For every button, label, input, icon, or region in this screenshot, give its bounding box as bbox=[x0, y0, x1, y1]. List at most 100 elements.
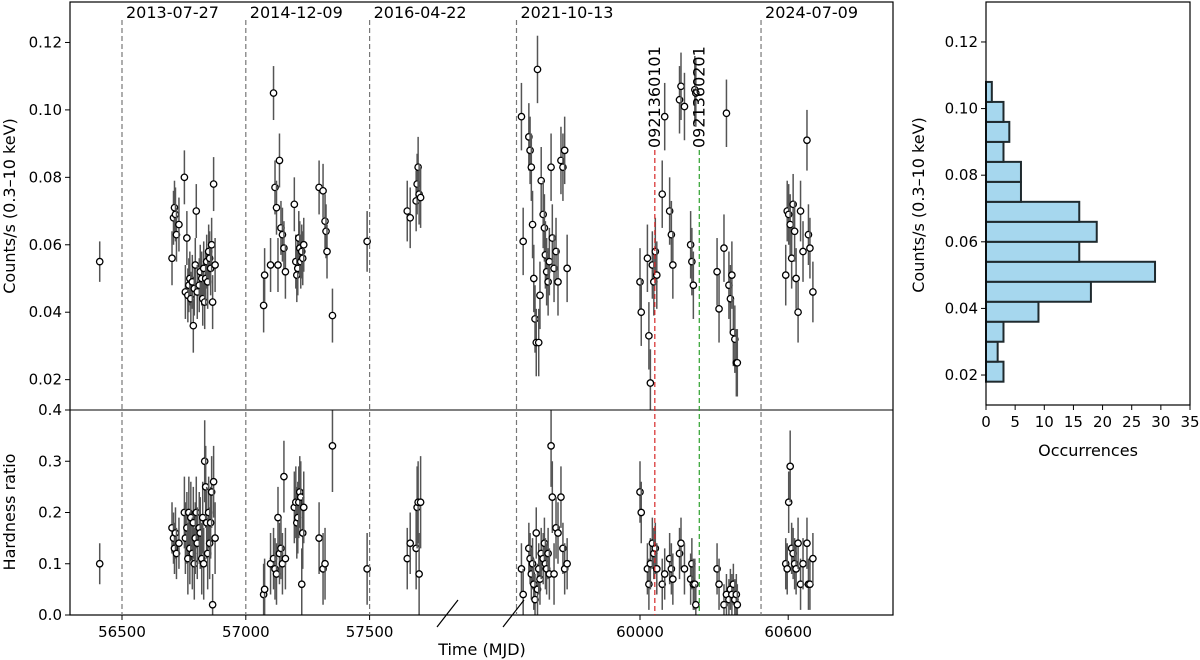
hardness-y-axis: 0.0 0.1 0.2 0.3 0.4 bbox=[38, 401, 70, 624]
data-point bbox=[290, 200, 299, 209]
epoch-date-label: 2021-10-13 bbox=[521, 3, 614, 22]
time-x-axis: 56500 57000 57500 60000 60600 bbox=[98, 615, 812, 641]
y-tick-label: 0.06 bbox=[29, 236, 62, 254]
data-point bbox=[784, 210, 793, 219]
data-point bbox=[733, 600, 742, 609]
data-point bbox=[554, 529, 562, 537]
hist-y-tick-label: 0.08 bbox=[945, 166, 978, 184]
data-point bbox=[560, 146, 569, 155]
data-point bbox=[557, 493, 565, 501]
hist-x-axis-label: Occurrences bbox=[1038, 441, 1138, 460]
data-point bbox=[328, 442, 337, 450]
data-point bbox=[211, 261, 219, 269]
data-point bbox=[260, 585, 269, 594]
hist-axes-frame bbox=[985, 1, 1191, 406]
data-point bbox=[526, 146, 534, 155]
data-point bbox=[322, 227, 330, 236]
data-point bbox=[677, 82, 685, 91]
data-point bbox=[406, 213, 415, 222]
histogram-bar bbox=[985, 100, 1005, 123]
observation-id-label: 0921360101 bbox=[645, 46, 664, 148]
axis-break bbox=[436, 599, 525, 628]
data-point bbox=[415, 570, 423, 578]
data-point bbox=[299, 240, 308, 249]
histogram-bar bbox=[985, 140, 1005, 163]
x-tick-label: 57500 bbox=[346, 623, 394, 641]
histogram-bar bbox=[985, 160, 1022, 183]
data-point bbox=[536, 575, 544, 583]
data-point bbox=[519, 237, 528, 246]
data-point bbox=[554, 278, 562, 286]
data-point bbox=[784, 498, 793, 507]
y-tick-label: 0.1 bbox=[38, 555, 62, 573]
data-point bbox=[207, 240, 216, 249]
histogram-axes: 0.02 0.04 0.06 0.08 0.10 0.12 0 5 10 15 20 25 30 35 bbox=[945, 33, 1200, 431]
lightcurve-panel: 0.02 0.04 0.06 0.08 0.10 0.12 0.0 0.1 0.2 0.3 0.4… bbox=[0, 1, 894, 659]
count-rate-plot bbox=[95, 35, 817, 410]
data-point bbox=[722, 109, 731, 118]
data-point bbox=[636, 278, 644, 286]
data-point bbox=[781, 271, 790, 279]
x-tick-label: 56500 bbox=[98, 623, 146, 641]
data-point bbox=[299, 503, 308, 512]
y-tick-label: 0.12 bbox=[29, 33, 62, 51]
data-point bbox=[786, 462, 795, 471]
data-point bbox=[803, 539, 811, 548]
data-point bbox=[519, 590, 528, 599]
data-point bbox=[180, 173, 189, 182]
data-point bbox=[205, 539, 214, 548]
bottom-y-axis-label: Hardness ratio bbox=[0, 454, 19, 571]
axis-break-mark bbox=[502, 599, 525, 628]
data-point bbox=[715, 304, 723, 313]
data-point bbox=[547, 163, 555, 172]
y-tick-label: 0.4 bbox=[38, 401, 62, 419]
epoch-date-label: 2016-04-22 bbox=[374, 3, 467, 22]
data-point bbox=[636, 488, 644, 496]
y-tick-label: 0.0 bbox=[38, 606, 62, 624]
data-point bbox=[298, 254, 307, 263]
histogram-bar bbox=[985, 300, 1040, 323]
hist-y-axis-label: Counts/s (0.3–10 keV) bbox=[909, 117, 928, 293]
data-point bbox=[689, 281, 698, 290]
data-point bbox=[527, 163, 536, 172]
data-point bbox=[804, 230, 813, 239]
y-tick-label: 0.2 bbox=[38, 504, 62, 522]
data-point bbox=[363, 565, 371, 573]
data-point bbox=[168, 254, 176, 263]
data-point bbox=[260, 271, 269, 279]
data-point bbox=[281, 554, 290, 563]
data-point bbox=[675, 95, 684, 104]
data-point bbox=[690, 580, 699, 589]
data-point bbox=[733, 358, 742, 367]
data-point bbox=[688, 257, 696, 266]
hist-y-tick-label: 0.12 bbox=[945, 33, 978, 51]
data-point bbox=[171, 529, 180, 537]
histogram-bar bbox=[985, 280, 1092, 303]
data-point bbox=[531, 315, 539, 323]
data-point bbox=[667, 230, 676, 239]
data-point bbox=[548, 493, 557, 501]
histogram-bar bbox=[985, 80, 993, 103]
data-point bbox=[315, 534, 323, 542]
histogram-bar bbox=[985, 320, 1005, 343]
y-tick-label: 0.10 bbox=[29, 101, 62, 119]
histogram-bar bbox=[985, 120, 1011, 143]
data-point bbox=[645, 580, 653, 589]
epoch-markers: 2013-07-27 2014-12-09 2016-04-22 2021-10-13… bbox=[121, 3, 858, 615]
y-tick-label: 0.02 bbox=[29, 371, 62, 389]
hist-x-tick-label: 10 bbox=[1035, 413, 1054, 431]
data-point bbox=[686, 240, 695, 249]
data-point bbox=[720, 244, 728, 252]
data-point bbox=[691, 600, 700, 609]
histogram-bar bbox=[985, 260, 1157, 283]
y-tick-label: 0.3 bbox=[38, 452, 62, 470]
data-point bbox=[298, 529, 307, 537]
data-point bbox=[200, 457, 209, 466]
data-point bbox=[803, 136, 811, 145]
data-point bbox=[794, 308, 802, 317]
data-point bbox=[533, 65, 542, 74]
data-point bbox=[792, 274, 800, 283]
data-point bbox=[799, 247, 807, 256]
data-point bbox=[199, 559, 208, 568]
